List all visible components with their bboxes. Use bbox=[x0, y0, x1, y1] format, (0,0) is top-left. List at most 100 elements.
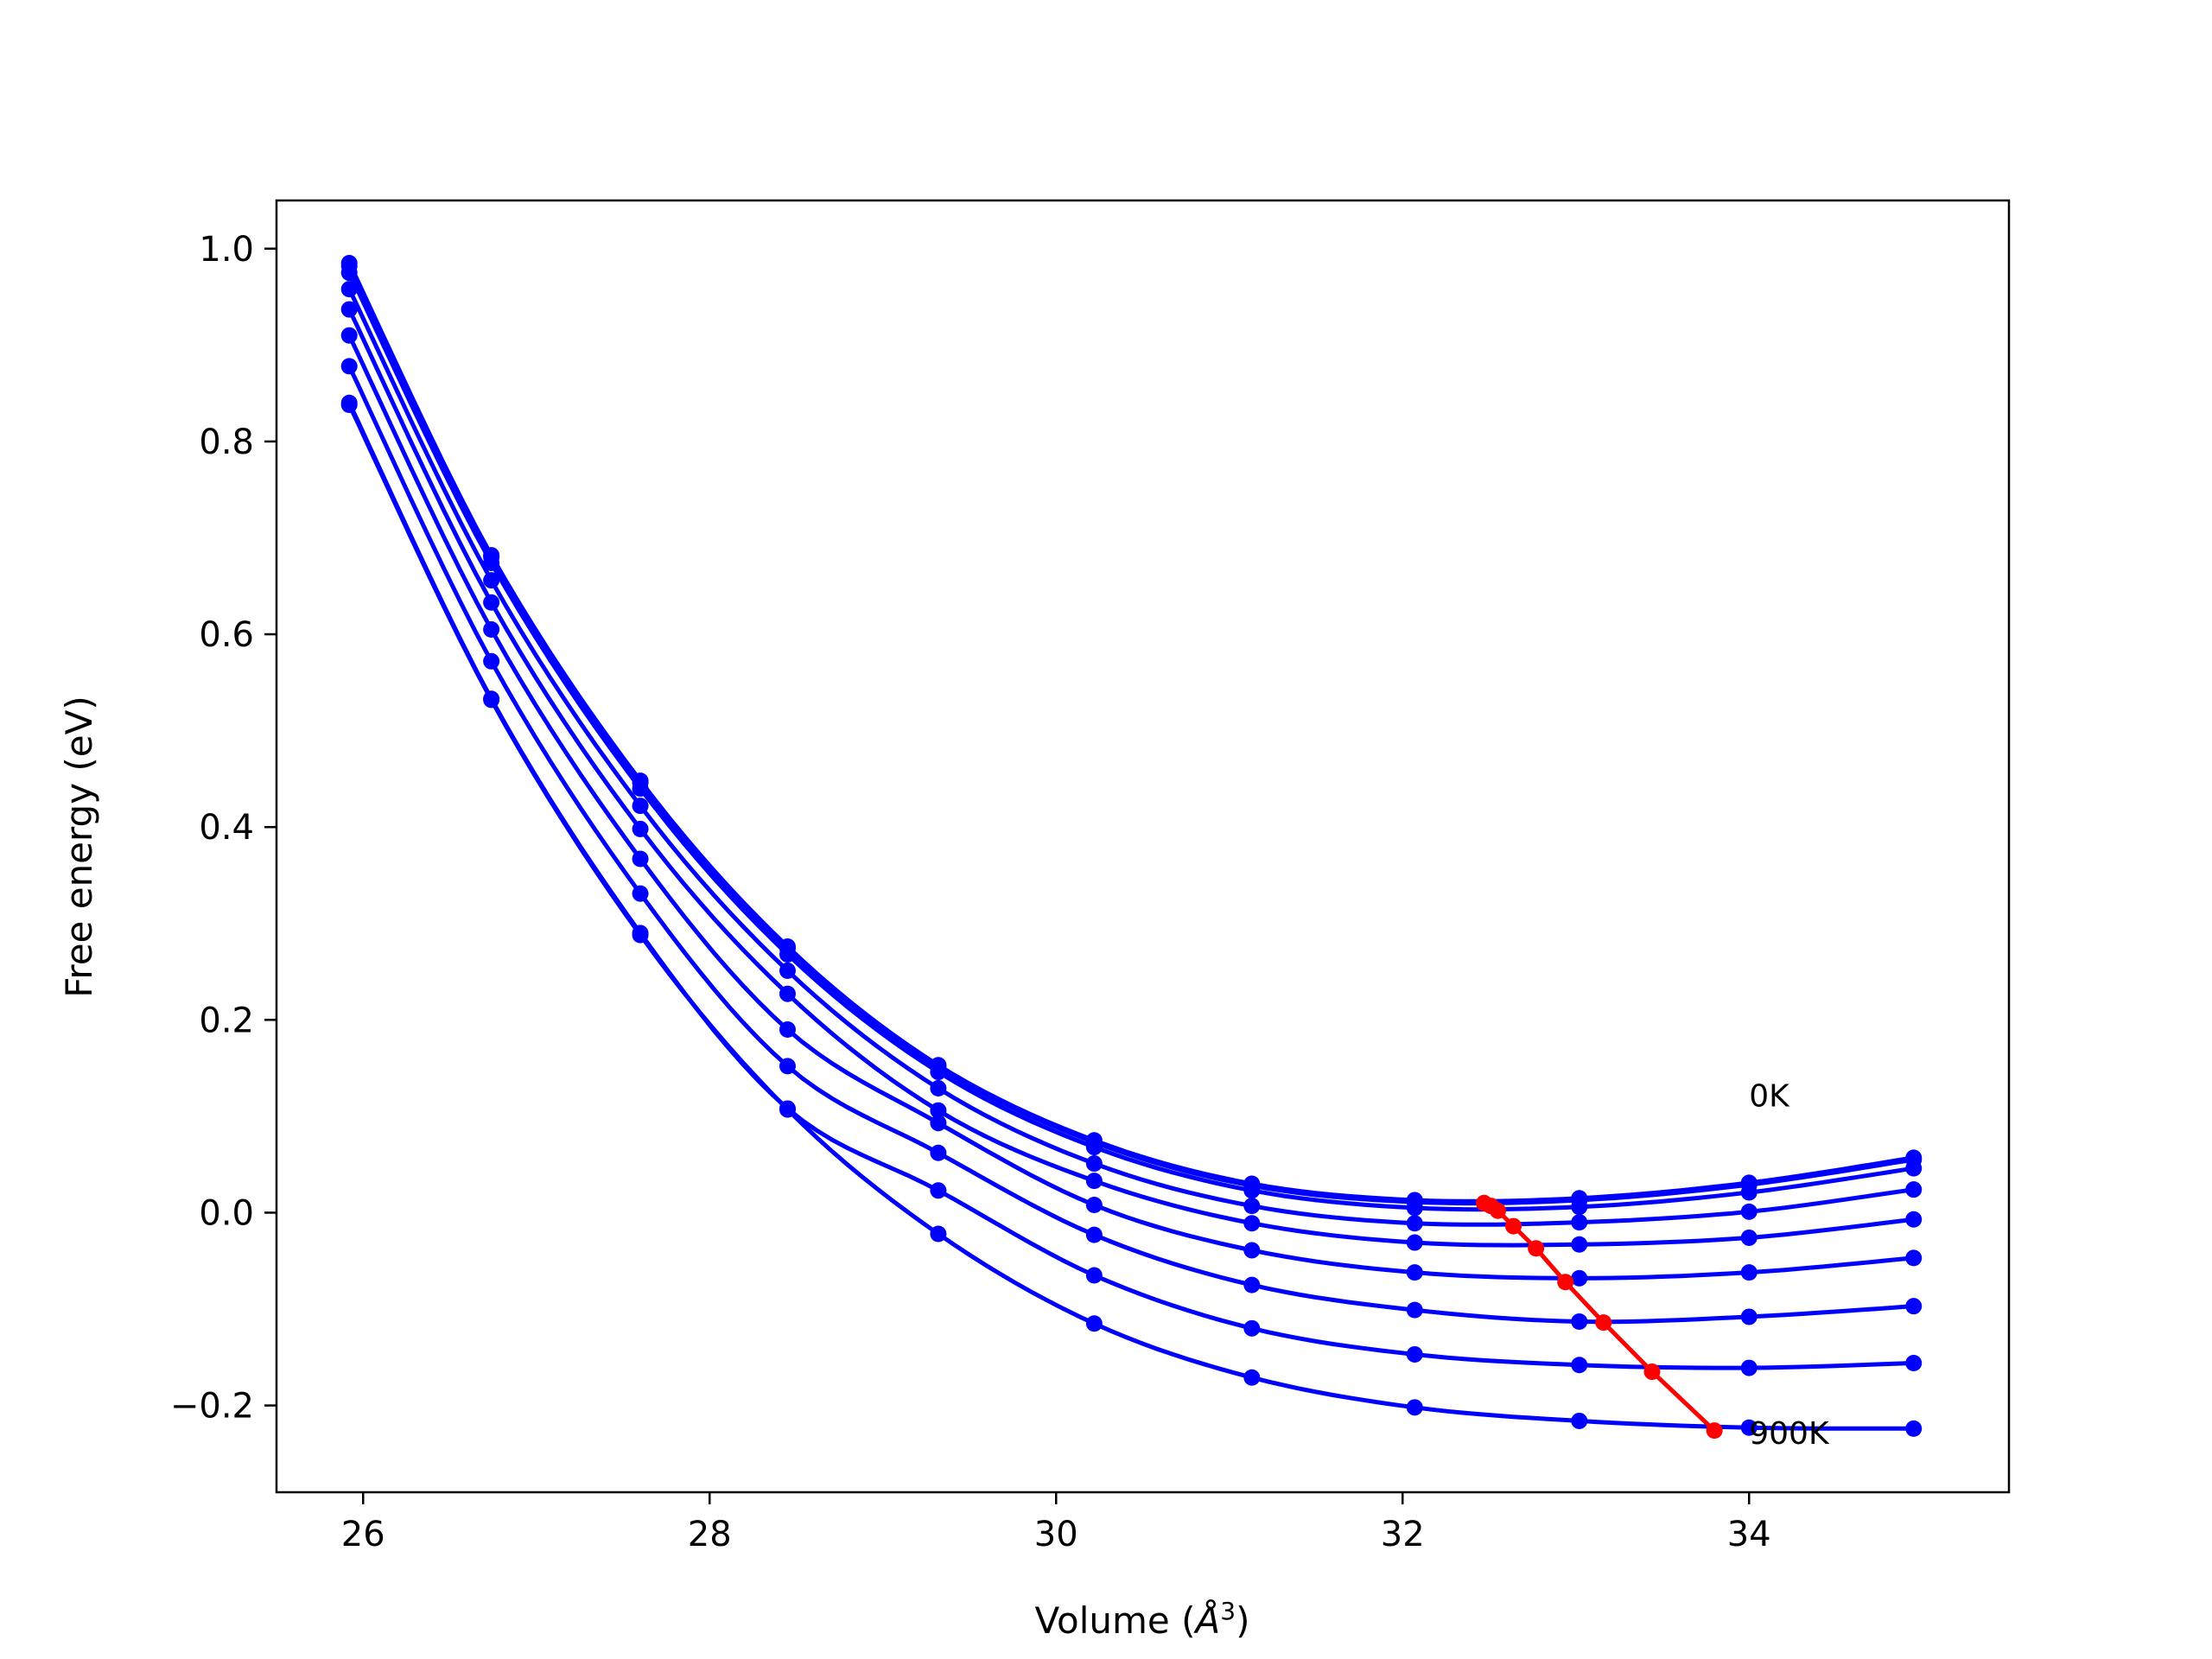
data-point-s2-8 bbox=[1571, 1198, 1588, 1216]
data-point-s6-6 bbox=[1243, 1276, 1261, 1294]
data-point-s6-2 bbox=[632, 885, 649, 902]
y-axis-label: Free energy (eV) bbox=[58, 696, 100, 998]
plot-area-frame bbox=[275, 199, 2011, 1494]
series-line-5 bbox=[346, 334, 1914, 1281]
data-point-s4-4 bbox=[930, 1102, 947, 1119]
series-line-3 bbox=[346, 288, 1915, 1227]
data-point-s5-4 bbox=[930, 1115, 947, 1132]
data-point-s3-7 bbox=[1406, 1215, 1423, 1232]
data-point-s3-9 bbox=[1740, 1203, 1758, 1220]
y-tick-label-2: 0.2 bbox=[199, 1001, 254, 1040]
data-point-s5-0 bbox=[340, 327, 358, 344]
annotations-group: 0K 900K bbox=[1749, 1079, 1830, 1452]
data-point-s5-3 bbox=[779, 1020, 796, 1038]
data-point-s2-4 bbox=[930, 1064, 947, 1081]
data-point-s4-0 bbox=[340, 301, 358, 318]
data-point-s6-8 bbox=[1571, 1313, 1588, 1331]
data-point-s8-6 bbox=[1243, 1369, 1261, 1386]
annotation-label-0: 0K bbox=[1749, 1079, 1790, 1115]
data-point-s8-8 bbox=[1571, 1412, 1588, 1429]
data-point-s4-5 bbox=[1085, 1173, 1103, 1190]
data-point-s3-5 bbox=[1085, 1155, 1103, 1173]
data-point-s5-5 bbox=[1085, 1197, 1103, 1214]
data-point-s5-7 bbox=[1406, 1264, 1423, 1281]
data-point-s7-5 bbox=[1085, 1267, 1103, 1284]
data-point-s3-8 bbox=[1571, 1214, 1588, 1231]
data-point-s5-1 bbox=[483, 620, 500, 638]
y-axis-ticks: −0.2 0.0 0.2 0.4 0.6 0.8 1.0 bbox=[170, 230, 276, 1427]
equilibrium-point-3 bbox=[1505, 1217, 1522, 1235]
data-point-s5-10 bbox=[1905, 1249, 1923, 1267]
data-point-s6-7 bbox=[1406, 1301, 1423, 1319]
data-point-s3-3 bbox=[779, 962, 796, 979]
data-point-s7-8 bbox=[1571, 1357, 1588, 1374]
data-point-s8-5 bbox=[1085, 1315, 1103, 1332]
data-point-s6-1 bbox=[483, 652, 500, 670]
y-tick-label-3: 0.4 bbox=[199, 808, 254, 848]
x-tick-label-0: 26 bbox=[341, 1515, 385, 1554]
data-point-s2-1 bbox=[483, 554, 500, 571]
data-point-s2-7 bbox=[1406, 1199, 1423, 1217]
data-point-s3-4 bbox=[930, 1080, 947, 1097]
data-point-s2-3 bbox=[779, 945, 796, 963]
data-point-s8-3 bbox=[779, 1101, 796, 1118]
x-tick-label-3: 32 bbox=[1381, 1515, 1425, 1554]
data-point-s4-7 bbox=[1406, 1234, 1423, 1251]
data-point-s8-0 bbox=[340, 397, 358, 414]
data-point-s8-9 bbox=[1740, 1419, 1758, 1436]
equilibrium-point-6 bbox=[1595, 1314, 1612, 1332]
annotation-label-1: 900K bbox=[1749, 1416, 1830, 1452]
data-point-s2-9 bbox=[1740, 1184, 1758, 1201]
data-point-s3-1 bbox=[483, 572, 500, 589]
y-tick-label-4: 0.6 bbox=[199, 615, 254, 655]
equilibrium-point-8 bbox=[1706, 1422, 1723, 1440]
equilibrium-point-7 bbox=[1643, 1363, 1661, 1381]
data-point-s3-10 bbox=[1905, 1181, 1923, 1198]
data-point-s7-4 bbox=[930, 1182, 947, 1199]
data-point-s5-8 bbox=[1571, 1269, 1588, 1287]
data-point-s2-2 bbox=[632, 780, 649, 798]
data-point-s2-10 bbox=[1905, 1160, 1923, 1177]
equilibrium-point-5 bbox=[1557, 1274, 1574, 1291]
data-point-s2-6 bbox=[1243, 1182, 1261, 1199]
data-point-s7-6 bbox=[1243, 1319, 1261, 1337]
x-axis-ticks: 26 28 30 32 34 bbox=[341, 1492, 1771, 1554]
x-tick-label-2: 30 bbox=[1034, 1515, 1078, 1554]
data-point-s4-1 bbox=[483, 594, 500, 611]
equilibrium-group bbox=[1475, 1194, 1723, 1440]
data-point-s7-7 bbox=[1406, 1345, 1423, 1363]
series-line-2 bbox=[346, 271, 1915, 1212]
data-point-s4-2 bbox=[632, 820, 649, 837]
data-point-s6-3 bbox=[779, 1058, 796, 1075]
y-tick-label-6: 1.0 bbox=[199, 230, 254, 270]
data-point-s2-5 bbox=[1085, 1139, 1103, 1156]
data-point-s4-10 bbox=[1905, 1211, 1923, 1228]
data-point-s4-8 bbox=[1571, 1236, 1588, 1253]
data-point-s7-10 bbox=[1905, 1355, 1923, 1371]
y-tick-label-0: −0.2 bbox=[170, 1387, 254, 1427]
data-point-s3-6 bbox=[1243, 1198, 1261, 1215]
equilibrium-point-4 bbox=[1528, 1240, 1545, 1257]
series-line-6 bbox=[346, 365, 1914, 1325]
data-point-s4-3 bbox=[779, 985, 796, 1002]
data-point-s3-0 bbox=[340, 281, 358, 298]
x-axis-label: Volume (Å3) bbox=[1035, 1597, 1250, 1642]
data-point-s5-6 bbox=[1243, 1242, 1261, 1259]
data-point-s8-10 bbox=[1905, 1420, 1923, 1437]
series-line-4 bbox=[346, 308, 1914, 1248]
x-tick-label-1: 28 bbox=[688, 1515, 732, 1554]
series-group bbox=[340, 255, 1923, 1437]
data-point-s5-2 bbox=[632, 850, 649, 868]
equilibrium-point-2 bbox=[1490, 1202, 1507, 1219]
data-point-s8-4 bbox=[930, 1225, 947, 1243]
data-point-s3-2 bbox=[632, 798, 649, 815]
data-point-s8-2 bbox=[632, 926, 649, 944]
series-line-8 bbox=[346, 404, 1914, 1431]
data-point-s6-5 bbox=[1085, 1226, 1103, 1243]
data-point-s8-7 bbox=[1406, 1399, 1423, 1416]
data-point-s6-9 bbox=[1740, 1308, 1758, 1325]
y-tick-label-5: 0.8 bbox=[199, 423, 254, 462]
data-point-s4-9 bbox=[1740, 1229, 1758, 1246]
